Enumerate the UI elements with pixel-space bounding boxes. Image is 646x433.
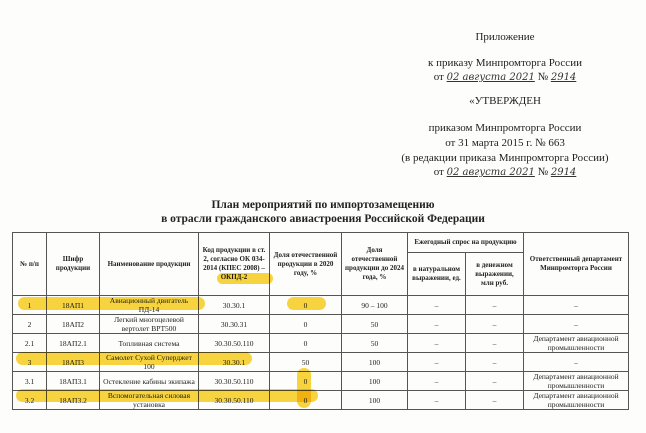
from-label: от — [433, 71, 444, 83]
row-share-2024: 100 — [341, 390, 408, 410]
row-num: 2 — [12, 314, 47, 334]
header-code: Шифр продукции — [46, 232, 100, 296]
row-demand-money: – — [465, 314, 524, 334]
row-demand-money: – — [465, 371, 524, 391]
header-demand-natural: в натуральном выражении, ед. — [407, 252, 466, 296]
row-okpd: 30.30.1 — [198, 295, 270, 315]
row-demand-natural: – — [407, 295, 466, 315]
highlight — [287, 297, 326, 310]
row-share-2024: 50 — [341, 333, 408, 353]
row-okpd: 30.30.31 — [198, 314, 270, 334]
appendix-label: Приложение — [475, 31, 535, 43]
number-label: № — [537, 71, 549, 83]
from-label: от — [433, 166, 444, 178]
row-code: 18АП2 — [46, 314, 100, 334]
row-demand-money: – — [465, 295, 524, 315]
highlight — [297, 368, 311, 408]
edition-date-line: от 02 августа 2021 № 2914 — [380, 165, 630, 180]
row-department: Департамент авиационной промышленности — [523, 333, 629, 353]
highlight — [16, 352, 252, 365]
handwritten-number: 2914 — [550, 72, 577, 83]
table-row: 2 18АП2 Легкий многоцелевой вертолет ВРТ50… — [12, 314, 629, 334]
header-demand-money: в денежном выражении, млн руб. — [465, 252, 524, 296]
handwritten-date: 02 августа 2021 — [446, 72, 535, 83]
row-demand-money: – — [465, 390, 524, 410]
row-share-2020: 0 — [269, 314, 342, 334]
row-share-2024: 50 — [341, 314, 408, 334]
highlight — [16, 389, 318, 402]
row-name: Топливная система — [99, 333, 199, 353]
row-demand-natural: – — [407, 371, 466, 391]
to-order-label: к приказу Минпромторга России — [428, 57, 582, 69]
row-share-2020: 0 — [269, 333, 342, 353]
order-date-line: от 02 августа 2021 № 2914 — [380, 70, 630, 85]
header-okpd: Код продукции в ст. 2, согласно ОК 034-2… — [198, 232, 270, 296]
row-demand-natural: – — [407, 352, 466, 372]
row-code: 18АП2.1 — [46, 333, 100, 353]
table-row: 2.1 18АП2.1 Топливная система 30.30.50.110 0… — [12, 333, 629, 353]
number-label: № — [537, 166, 549, 178]
plan-title: План мероприятий по импортозамещению — [211, 199, 435, 211]
row-department: – — [523, 314, 629, 334]
handwritten-date: 02 августа 2021 — [446, 167, 535, 178]
row-num: 2.1 — [12, 333, 47, 353]
row-demand-money: – — [465, 333, 524, 353]
approved-label: «УТВЕРЖДЕН — [469, 95, 541, 107]
row-share-2024: 90 – 100 — [341, 295, 408, 315]
import-substitution-table: № п/п Шифр продукции Наименование продук… — [12, 232, 629, 410]
row-share-2024: 100 — [341, 352, 408, 372]
highlight — [217, 273, 273, 284]
row-department: – — [523, 295, 629, 315]
edition-label: (в редакции приказа Минпромторга России) — [401, 152, 609, 164]
highlight — [18, 297, 205, 310]
handwritten-number: 2914 — [550, 167, 577, 178]
header-num: № п/п — [12, 232, 47, 296]
row-demand-natural: – — [407, 314, 466, 334]
header-demand: Ежегодный спрос на продукцию — [407, 232, 524, 253]
row-demand-money: – — [465, 352, 524, 372]
by-order-label: приказом Минпромторга России — [428, 122, 582, 134]
header-name: Наименование продукции — [99, 232, 199, 296]
row-name: Легкий многоцелевой вертолет ВРТ500 — [99, 314, 199, 334]
row-num: 3.1 — [12, 371, 47, 391]
row-department: Департамент авиационной промышленности — [523, 371, 629, 391]
row-demand-natural: – — [407, 390, 466, 410]
row-name: Остекление кабины экипажа — [99, 371, 199, 391]
table-row: 3.1 18АП3.1 Остекление кабины экипажа 30.30… — [12, 371, 629, 391]
header-share-2020: Доля отечественной продукции в 2020 году… — [269, 232, 342, 296]
row-share-2024: 100 — [341, 371, 408, 391]
row-department: – — [523, 352, 629, 372]
row-code: 18АП3.1 — [46, 371, 100, 391]
row-department: Департамент авиационной промышленности — [523, 390, 629, 410]
row-okpd: 30.30.50.110 — [198, 333, 270, 353]
header-share-2024: Доля отечественной продукции до 2024 год… — [341, 232, 408, 296]
row-demand-natural: – — [407, 333, 466, 353]
row-okpd: 30.30.50.110 — [198, 371, 270, 391]
plan-subtitle: в отрасли гражданского авиастроения Росс… — [161, 213, 485, 225]
original-date-label: от 31 марта 2015 г. № 663 — [445, 137, 565, 149]
header-department: Ответственный департамент Минпромторга Р… — [523, 232, 629, 296]
